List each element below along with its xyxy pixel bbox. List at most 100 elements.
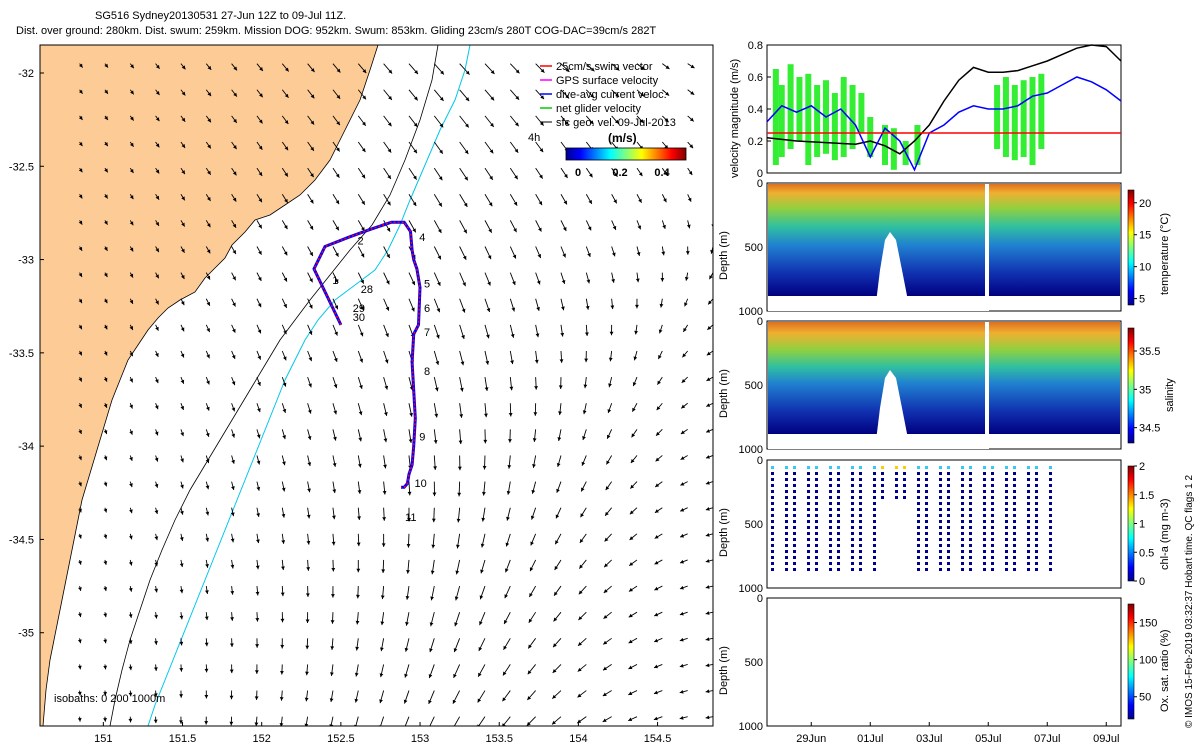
current-vector — [280, 664, 284, 675]
current-vector — [484, 324, 490, 339]
land-mass — [40, 45, 379, 726]
chl-sample — [837, 496, 840, 499]
chl-sample — [873, 544, 876, 547]
current-vector — [307, 429, 312, 440]
current-vector — [180, 455, 184, 463]
temperature-lower-white — [768, 296, 985, 311]
temperature-ytick-2: 1000 — [739, 306, 763, 318]
current-vector — [306, 533, 311, 545]
chl-sample — [939, 490, 942, 493]
chl-sample — [1027, 562, 1030, 565]
current-vector — [553, 611, 562, 622]
current-vector — [180, 89, 186, 96]
chl-sample — [859, 478, 862, 481]
chl-sample — [851, 538, 854, 541]
current-vector — [281, 167, 289, 177]
chl-sample — [939, 538, 942, 541]
chl-sample — [917, 550, 920, 553]
cbar-sal-tick-0: 34.5 — [1139, 423, 1160, 435]
current-vector — [329, 690, 334, 703]
current-vector — [456, 507, 461, 523]
current-vector — [456, 533, 461, 549]
chl-sample — [991, 520, 994, 523]
current-vector — [636, 194, 642, 204]
current-vector — [528, 611, 537, 623]
current-vector — [204, 690, 209, 699]
chl-sample — [793, 496, 796, 499]
chl-sample — [837, 478, 840, 481]
current-vector — [305, 586, 310, 597]
current-vector — [155, 115, 160, 122]
chl-sample — [961, 472, 964, 475]
current-vector — [256, 89, 264, 98]
chl-sample — [807, 484, 810, 487]
current-vector — [382, 481, 387, 495]
waypoint-28: 28 — [361, 284, 373, 296]
current-vector — [307, 89, 315, 99]
chl-sample — [829, 532, 832, 535]
current-vector — [662, 115, 669, 123]
chl-sample — [903, 496, 906, 499]
chl-sample — [1027, 508, 1030, 511]
current-vector — [154, 612, 158, 619]
current-vector — [558, 403, 562, 416]
chl-sample — [1035, 532, 1038, 535]
current-vector — [231, 481, 235, 491]
chl-sample — [1027, 538, 1030, 541]
chl-ytick-0: 0 — [757, 455, 763, 467]
current-vector — [180, 298, 185, 306]
map-ytick-4: -34 — [18, 441, 34, 453]
current-vector — [529, 559, 537, 572]
chl-sample — [991, 526, 994, 529]
current-vector — [659, 298, 664, 308]
chl-sample — [925, 466, 928, 469]
chl-sample — [1027, 496, 1030, 499]
current-vector — [459, 194, 468, 208]
net-velocity-bar-18 — [1011, 85, 1018, 161]
current-vector — [332, 194, 340, 205]
current-vector — [705, 689, 713, 694]
current-vector — [560, 298, 565, 311]
current-vector — [78, 455, 82, 461]
chl-sample — [1049, 514, 1052, 517]
speed-colorbar-gradient — [565, 147, 687, 161]
current-vector — [77, 638, 82, 644]
chl-sample — [881, 472, 884, 475]
chl-sample — [947, 526, 950, 529]
current-vector — [231, 403, 236, 412]
current-vector — [129, 376, 133, 383]
current-vector — [78, 533, 82, 539]
current-vector — [256, 324, 262, 334]
chl-sample — [771, 466, 774, 469]
current-vector — [707, 324, 713, 331]
net-velocity-bar-7 — [831, 93, 838, 161]
current-vector — [585, 298, 590, 310]
current-vector — [459, 63, 470, 75]
current-vector — [526, 716, 536, 726]
chl-sample — [939, 568, 942, 571]
current-vector — [705, 611, 713, 615]
waypoint-6: 6 — [424, 303, 430, 315]
side-note: © IMOS 15-Feb-2019 03:32:37 Hobart time.… — [1184, 475, 1195, 728]
current-vector — [231, 350, 236, 360]
current-vector — [632, 376, 638, 387]
net-velocity-bar-9 — [849, 85, 856, 149]
current-vector — [357, 481, 362, 494]
chl-sample — [837, 568, 840, 571]
chl-sample — [925, 532, 928, 535]
chl-sample — [961, 550, 964, 553]
current-vector — [433, 429, 438, 444]
current-vector — [636, 246, 641, 256]
current-vector — [484, 298, 491, 313]
current-vector — [509, 167, 519, 180]
chl-sample — [939, 502, 942, 505]
chl-sample — [815, 466, 818, 469]
chl-sample — [1013, 496, 1016, 499]
current-vector — [679, 689, 688, 694]
chl-sample — [1049, 502, 1052, 505]
current-vector — [179, 612, 184, 620]
current-vector — [128, 585, 133, 592]
current-vector — [535, 324, 540, 338]
current-vector — [433, 403, 439, 418]
current-vector — [307, 115, 315, 125]
